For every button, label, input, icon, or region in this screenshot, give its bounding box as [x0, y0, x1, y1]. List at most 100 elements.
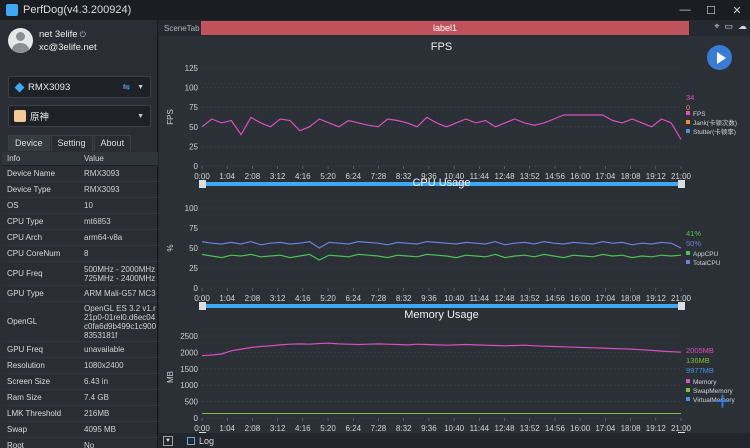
- chart-title: Memory Usage: [404, 309, 479, 321]
- app-select[interactable]: 原神 ▼: [8, 105, 151, 127]
- info-value: 216MB: [84, 409, 110, 418]
- info-row: LMK Threshold 216MB: [2, 406, 158, 422]
- legend-label: Jank(卡顿次数): [693, 118, 737, 127]
- expand-icon[interactable]: ▼: [163, 435, 173, 446]
- x-tick-label: 1:04: [219, 294, 235, 303]
- x-tick-label: 10:40: [444, 294, 465, 303]
- chevron-down-icon: ▼: [137, 112, 144, 120]
- info-row: CPU CoreNum 8: [2, 246, 158, 262]
- x-tick-label: 2:08: [245, 172, 261, 181]
- x-tick-label: 18:08: [621, 294, 642, 303]
- info-value: RMX3093: [84, 169, 120, 178]
- info-row: OS 10: [2, 198, 158, 214]
- y-tick-label: 125: [185, 64, 199, 73]
- x-tick-label: 2:08: [245, 424, 261, 433]
- x-tick-label: 12:48: [495, 424, 516, 433]
- x-tick-label: 7:28: [371, 172, 387, 181]
- info-value: OpenGL ES 3.2 v1.r21p0-01rel0.d6ec04c0fa…: [84, 303, 157, 340]
- y-tick-label: 100: [185, 204, 199, 213]
- y-tick-label: 50: [189, 244, 198, 253]
- info-row: OpenGL OpenGL ES 3.2 v1.r21p0-01rel0.d6ec…: [2, 302, 158, 342]
- x-tick-label: 16:00: [570, 294, 591, 303]
- info-value: 1080x2400: [84, 361, 124, 370]
- minimize-button[interactable]: —: [679, 4, 691, 16]
- add-button[interactable]: +: [714, 386, 730, 416]
- play-button[interactable]: [707, 45, 732, 70]
- location-icon[interactable]: ⌖: [714, 21, 720, 31]
- scene-tab-label[interactable]: SceneTab: [164, 23, 200, 33]
- info-header-value: Value: [84, 154, 104, 163]
- x-tick-label: 4:16: [295, 424, 311, 433]
- info-value: unavailable: [84, 345, 125, 354]
- series-line-1: [201, 240, 682, 249]
- tab-device[interactable]: Device: [8, 135, 50, 151]
- legend-value: 2005MB: [686, 346, 714, 355]
- info-key: CPU Arch: [7, 233, 43, 242]
- power-icon[interactable]: ⏻: [79, 30, 86, 39]
- cloud-icon[interactable]: ☁: [738, 21, 747, 31]
- x-tick-label: 11:44: [470, 294, 490, 303]
- info-row: CPU Freq 500MHz - 2000MHz 725MHz - 2400MH…: [2, 262, 158, 286]
- x-tick-label: 17:04: [595, 172, 616, 181]
- x-tick-label: 17:04: [595, 424, 616, 433]
- info-row: Device Name RMX3093: [2, 166, 158, 182]
- info-key: Device Type: [7, 185, 51, 194]
- x-tick-label: 12:48: [495, 294, 516, 303]
- info-key: CPU Type: [7, 217, 44, 226]
- x-tick-label: 0:00: [194, 424, 210, 433]
- device-info-table: Info Value Device Name RMX3093 Device Type…: [2, 152, 158, 448]
- y-axis-label: MB: [166, 371, 175, 383]
- avatar[interactable]: [8, 28, 33, 53]
- y-tick-label: 25: [189, 264, 198, 273]
- legend-value: 41%: [686, 229, 701, 238]
- x-tick-label: 7:28: [371, 424, 387, 433]
- x-tick-label: 21:00: [671, 424, 692, 433]
- connection-icon: ⇋: [122, 81, 130, 92]
- legend-label: FPS: [693, 111, 706, 118]
- chevron-down-icon: ▼: [137, 83, 144, 91]
- x-tick-label: 9:36: [421, 172, 437, 181]
- x-tick-label: 5:20: [320, 294, 336, 303]
- bottom-bar: ▼ Log: [159, 433, 750, 448]
- info-row: Resolution 1080x2400: [2, 358, 158, 374]
- x-tick-label: 18:08: [621, 424, 642, 433]
- timeline-handle-left: [199, 180, 206, 188]
- tab-about[interactable]: About: [93, 135, 132, 151]
- x-tick-label: 8:32: [396, 424, 412, 433]
- log-checkbox[interactable]: [187, 436, 195, 445]
- info-value: ARM Mali-G57 MC3: [84, 289, 156, 298]
- series-line-0: [201, 342, 682, 357]
- x-tick-label: 0:00: [194, 172, 210, 181]
- x-tick-label: 9:36: [421, 424, 437, 433]
- series-line-0: [201, 253, 682, 261]
- x-tick-label: 19:12: [646, 294, 667, 303]
- app-name: 原神: [30, 112, 50, 123]
- info-row: CPU Type mt6853: [2, 214, 158, 230]
- tab-setting[interactable]: Setting: [50, 135, 93, 151]
- legend-label: SwapMemory: [693, 388, 733, 395]
- device-select[interactable]: RMX3093 ⇋ ▼: [8, 76, 151, 98]
- x-tick-label: 16:00: [570, 172, 591, 181]
- title-bar: PerfDog(v4.3.200924) — ☐ ✕: [0, 0, 750, 20]
- x-tick-label: 3:12: [270, 294, 286, 303]
- scene-label[interactable]: label1: [201, 21, 689, 35]
- x-tick-label: 16:00: [570, 424, 591, 433]
- close-button[interactable]: ✕: [732, 4, 742, 17]
- info-value: No: [84, 441, 95, 448]
- main-panel: SceneTab label1 ⌖ ▭ ☁ FPS FPS 0 25 50 75 100 12…: [159, 20, 750, 448]
- series-line-0: [201, 114, 682, 140]
- y-tick-label: 50: [189, 123, 198, 132]
- info-key: Ram Size: [7, 393, 42, 402]
- legend-value: 34: [686, 93, 694, 102]
- maximize-button[interactable]: ☐: [706, 4, 716, 17]
- x-tick-label: 7:28: [371, 294, 387, 303]
- legend-label: Memory: [693, 379, 717, 386]
- info-value: 10: [84, 201, 93, 210]
- folder-icon[interactable]: ▭: [724, 21, 733, 31]
- x-tick-label: 17:04: [595, 294, 616, 303]
- info-key: Resolution: [7, 361, 45, 370]
- x-tick-label: 4:16: [295, 294, 311, 303]
- x-tick-label: 6:24: [345, 294, 361, 303]
- left-tabs: Device Setting About: [8, 135, 132, 151]
